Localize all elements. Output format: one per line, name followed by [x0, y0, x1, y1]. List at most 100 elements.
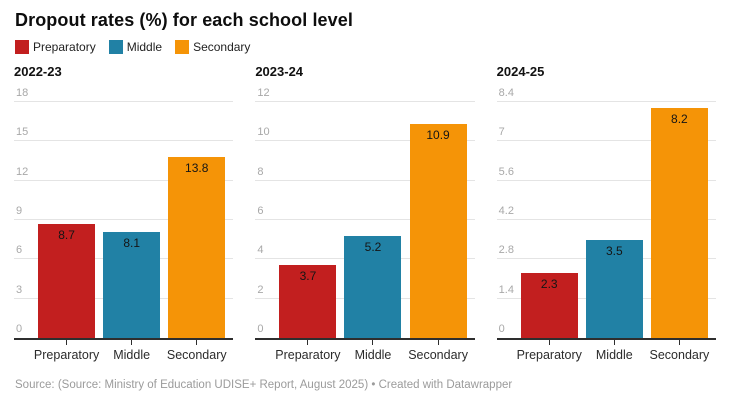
y-axis-tick-label: 10 — [257, 126, 270, 139]
gridline — [496, 140, 716, 142]
panel-2023-24: 2023-24 0 2 4 6 8 10 12 3.7 5.2 10.9 Preparatory Mid… — [255, 64, 475, 362]
tick-slot — [38, 340, 95, 345]
y-axis-tick-label: 3 — [16, 283, 23, 296]
bar-secondary[interactable]: 10.9 — [409, 123, 467, 338]
x-axis-labels: Preparatory Middle Secondary — [14, 348, 233, 362]
panel-year-label: 2023-24 — [255, 64, 304, 79]
source-note: Source: (Source: Ministry of Education U… — [15, 379, 369, 391]
x-axis-ticks — [14, 340, 233, 345]
x-axis-labels: Preparatory Middle Secondary — [497, 348, 716, 362]
y-axis-tick-label: 4 — [257, 244, 264, 257]
tick-mark — [437, 340, 439, 345]
bar-secondary[interactable]: 13.8 — [168, 157, 226, 338]
tick-mark — [613, 340, 615, 345]
footer: Source: (Source: Ministry of Education U… — [15, 379, 716, 391]
tick-slot — [410, 340, 467, 345]
legend-item-secondary: Secondary — [175, 40, 250, 54]
gridline — [14, 140, 234, 142]
y-axis-tick-label: 8.4 — [498, 87, 514, 99]
x-axis-ticks — [497, 340, 716, 345]
x-category-label: Middle — [595, 348, 633, 362]
bar-value-label: 8.7 — [58, 227, 75, 242]
plot-area: 0 3 6 9 12 15 18 8.7 8.1 13.8 — [14, 87, 234, 340]
y-axis-tick-label: 2 — [257, 283, 264, 296]
gridline — [255, 219, 475, 220]
y-axis-tick-label: 18 — [16, 87, 29, 99]
bar-middle[interactable]: 8.1 — [103, 231, 161, 338]
gridline — [496, 219, 716, 220]
legend-swatch-middle-icon — [108, 40, 123, 54]
legend-label: Secondary — [193, 40, 251, 54]
tick-slot — [103, 340, 160, 345]
x-category-label: Secondary — [408, 348, 468, 362]
tick-slot — [651, 340, 708, 345]
gridline — [14, 219, 234, 220]
y-axis-tick-label: 4.2 — [498, 205, 514, 217]
tick-mark — [66, 340, 68, 345]
gridline — [255, 140, 475, 142]
legend-label: Preparatory — [33, 40, 96, 54]
bar-secondary[interactable]: 8.2 — [650, 107, 708, 338]
tick-slot — [168, 340, 225, 345]
y-axis-tick-label: 15 — [16, 126, 29, 139]
y-axis-tick-label: 0 — [498, 323, 505, 335]
y-axis-tick-label: 9 — [16, 205, 23, 217]
y-axis-tick-label: 8 — [257, 165, 264, 178]
x-category-label: Preparatory — [275, 348, 341, 362]
legend-item-middle: Middle — [108, 40, 163, 54]
tick-mark — [372, 340, 374, 345]
footer-separator: • — [368, 379, 379, 391]
gridline — [496, 179, 716, 181]
bars-group: 8.7 8.1 13.8 — [14, 102, 233, 338]
tick-slot — [344, 340, 401, 345]
datawrapper-attribution-link[interactable]: Created with Datawrapper — [378, 379, 513, 391]
legend-swatch-secondary-icon — [175, 40, 190, 54]
y-axis-tick-label: 2.8 — [498, 244, 514, 257]
bar-value-label: 13.8 — [185, 161, 209, 176]
legend: Preparatory Middle Secondary — [15, 40, 716, 54]
tick-mark — [678, 340, 680, 345]
bar-value-label: 10.9 — [426, 127, 450, 142]
y-axis-tick-label: 5.6 — [498, 165, 514, 178]
bar-preparatory[interactable]: 8.7 — [38, 223, 96, 338]
x-category-label: Preparatory — [516, 348, 582, 362]
gridline — [14, 179, 234, 181]
legend-swatch-preparatory-icon — [15, 40, 29, 54]
bar-middle[interactable]: 5.2 — [344, 235, 402, 338]
x-category-label: Secondary — [166, 348, 227, 362]
gridline — [496, 101, 716, 102]
bar-value-label: 2.3 — [540, 277, 558, 292]
tick-mark — [307, 340, 309, 345]
plot-area: 0 1.4 2.8 4.2 5.6 7 8.4 2.3 3.5 8.2 — [496, 87, 716, 340]
small-multiples-panels: 2022-23 0 3 6 9 12 15 18 8.7 8.1 13.8 Preparatory Mi… — [14, 64, 716, 362]
chart-title: Dropout rates (%) for each school level — [15, 10, 353, 30]
panel-year-label: 2024-25 — [496, 64, 545, 79]
tick-mark — [548, 340, 550, 345]
tick-mark — [131, 340, 133, 345]
tick-slot — [521, 340, 578, 345]
panel-2022-23: 2022-23 0 3 6 9 12 15 18 8.7 8.1 13.8 Preparatory Mi… — [14, 64, 234, 362]
y-axis-tick-label: 12 — [257, 87, 270, 99]
tick-mark — [196, 340, 198, 345]
bar-preparatory[interactable]: 2.3 — [520, 273, 578, 338]
tick-slot — [586, 340, 643, 345]
y-axis-tick-label: 6 — [257, 205, 264, 217]
x-category-label: Middle — [113, 348, 151, 362]
x-category-label: Secondary — [649, 348, 710, 362]
bar-value-label: 5.2 — [364, 239, 382, 254]
panel-year-label: 2022-23 — [14, 64, 62, 79]
plot-area: 0 2 4 6 8 10 12 3.7 5.2 10.9 — [255, 87, 475, 340]
legend-label: Middle — [126, 40, 163, 54]
bar-value-label: 8.2 — [671, 111, 688, 126]
gridline — [255, 101, 475, 102]
bars-group: 3.7 5.2 10.9 — [255, 102, 474, 338]
bar-preparatory[interactable]: 3.7 — [279, 265, 337, 338]
gridline — [255, 179, 475, 181]
legend-item-preparatory: Preparatory — [15, 40, 96, 54]
y-axis-tick-label: 1.4 — [498, 283, 514, 296]
bar-middle[interactable]: 3.5 — [585, 239, 643, 338]
x-category-label: Middle — [354, 348, 392, 362]
tick-slot — [279, 340, 336, 345]
bar-value-label: 3.5 — [605, 243, 623, 258]
